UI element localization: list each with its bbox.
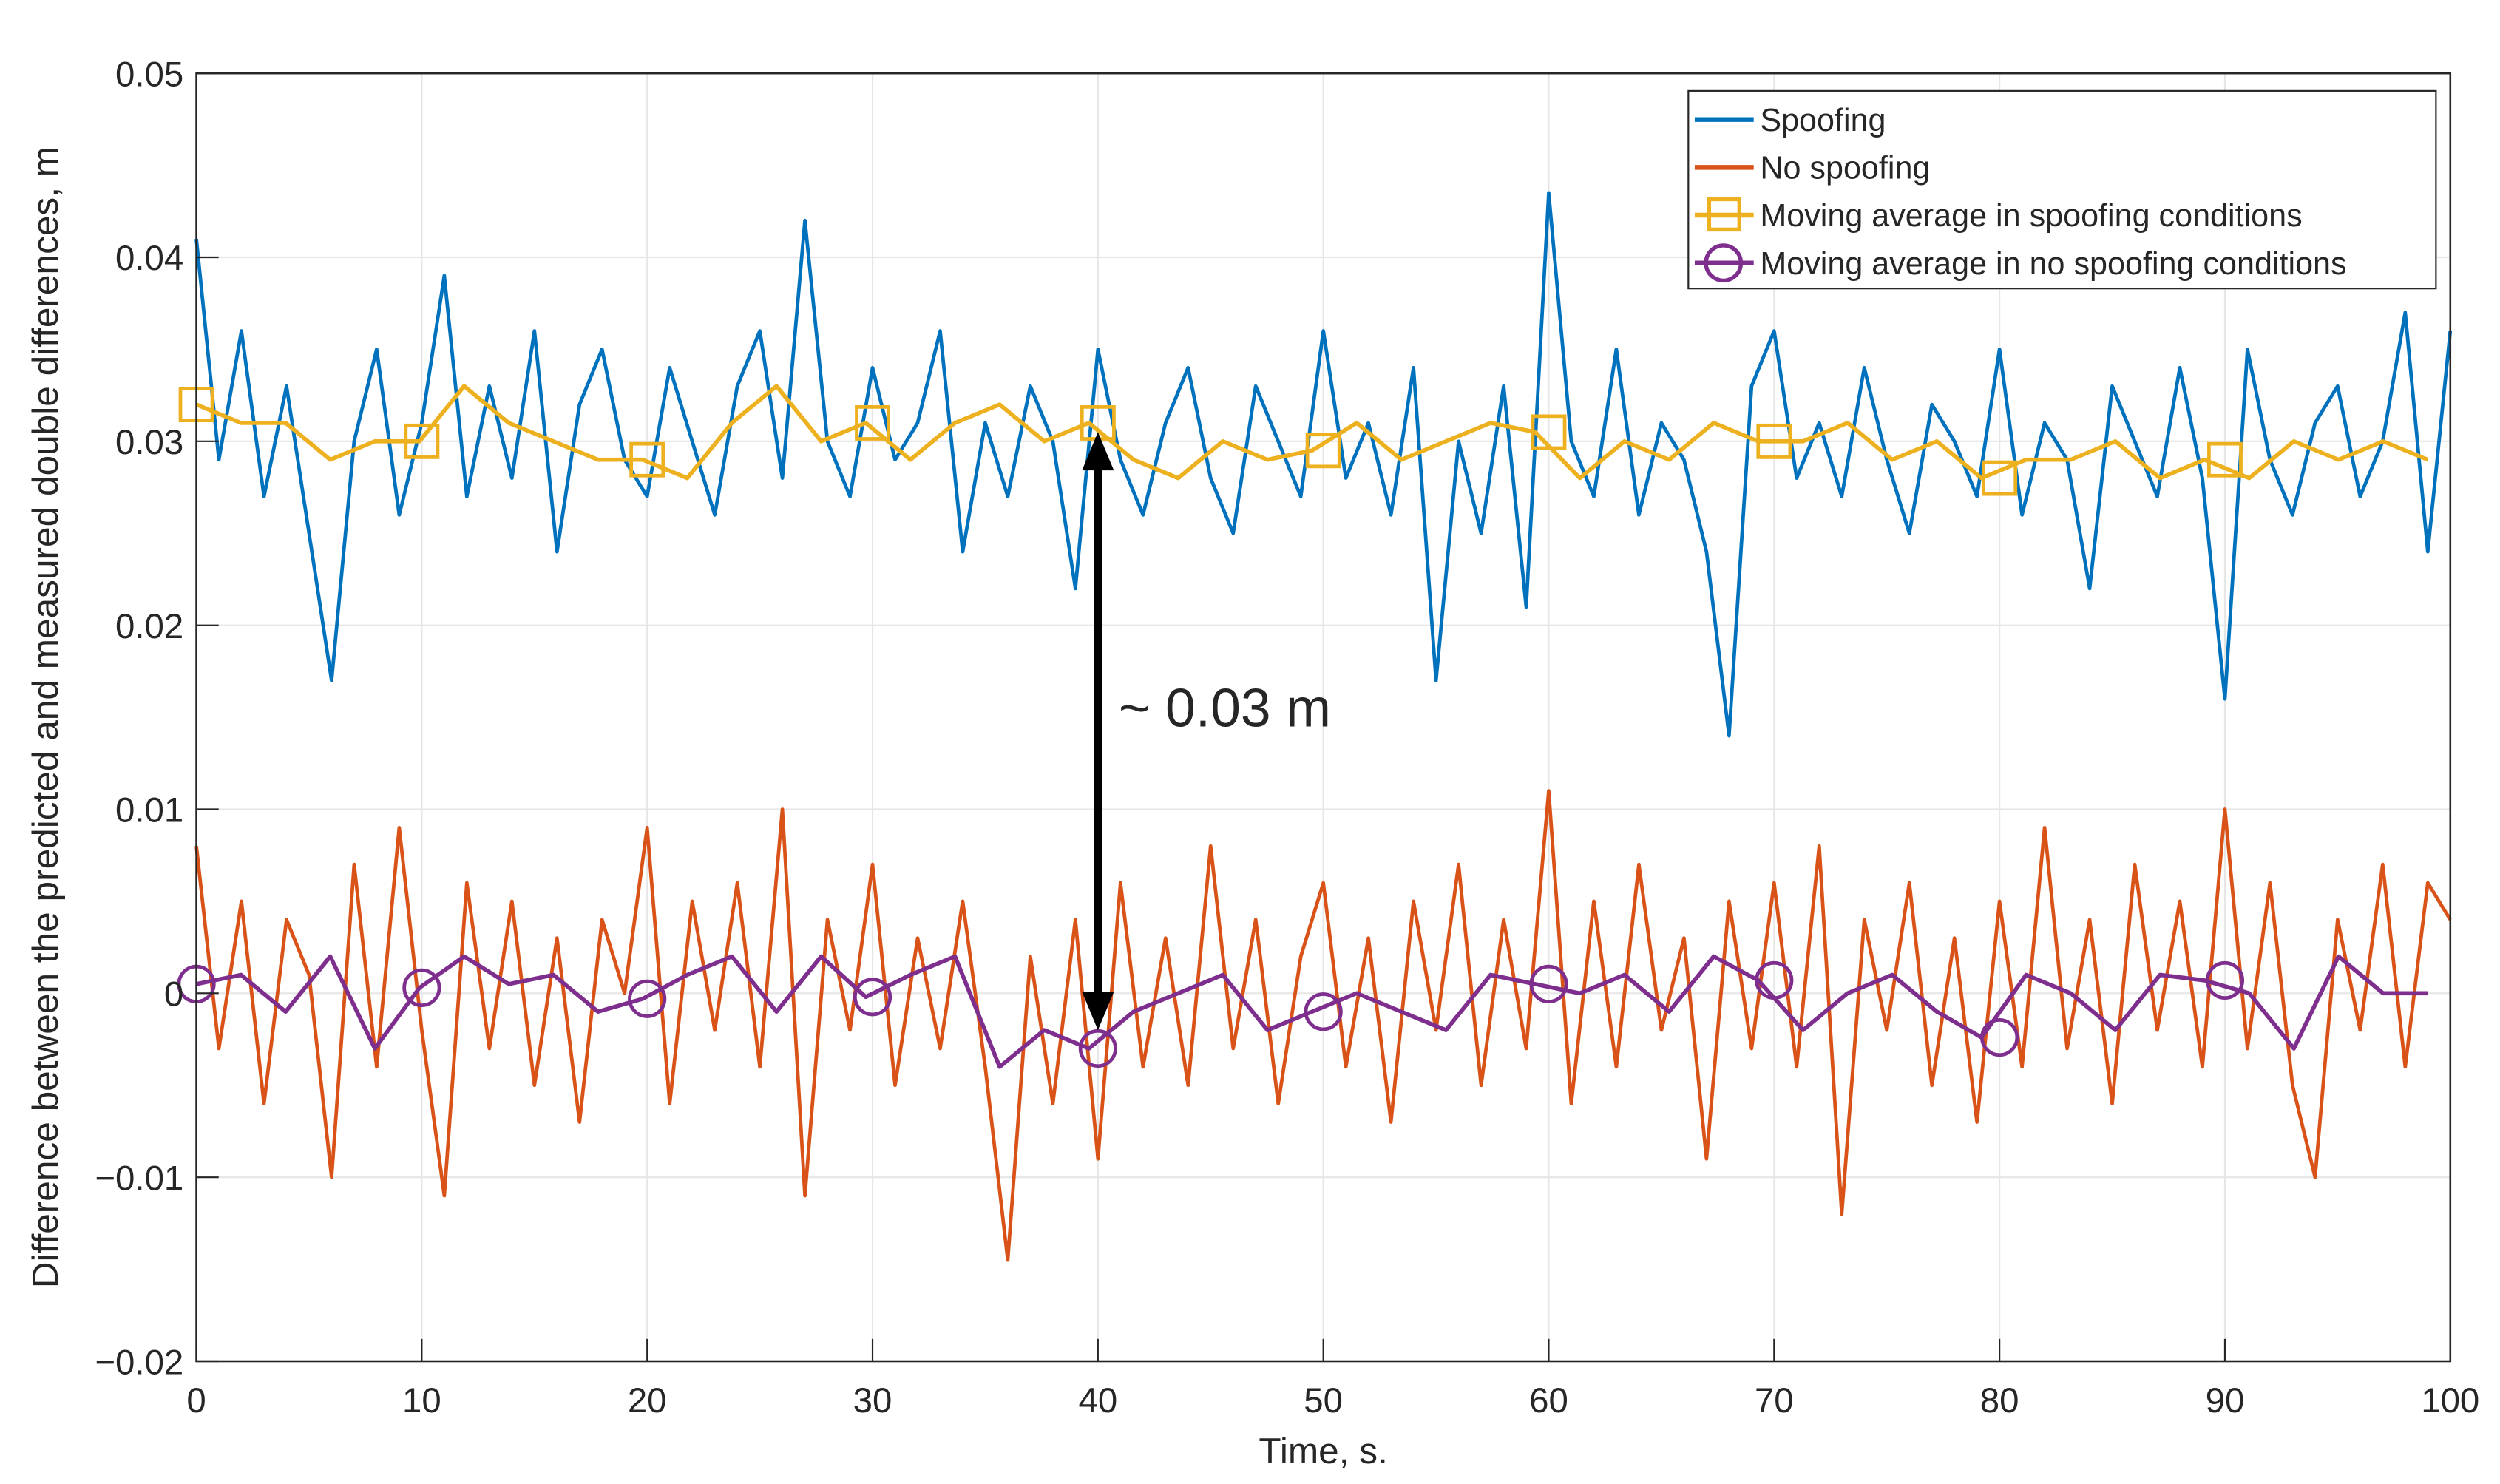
x-tick-label: 60 [1529,1381,1568,1420]
x-tick-label: 50 [1304,1381,1343,1420]
square-marker [1982,460,2018,496]
circle-marker [402,968,441,1007]
circle-marker [2205,960,2245,1000]
square-marker [629,441,665,478]
square-marker [404,423,440,459]
arrow-head-up [1082,432,1114,471]
square-marker [2207,441,2243,478]
legend-label-3: Moving average in spoofing conditions [1760,198,2302,234]
y-tick-label: 0 [164,975,183,1014]
y-tick-label: 0.05 [115,55,183,94]
x-tick-label: 30 [853,1381,892,1420]
legend-label-2: No spoofing [1760,150,1930,186]
arrow-head-down [1082,992,1114,1031]
x-tick-label: 70 [1755,1381,1794,1420]
y-tick-label: −0.02 [95,1343,183,1382]
series-line-3 [195,384,2429,481]
square-marker [1531,414,1567,450]
x-tick-label: 100 [2421,1381,2479,1420]
circle-marker [1980,1017,2019,1057]
x-tick-label: 20 [628,1381,667,1420]
square-marker [1305,433,1341,469]
legend-square-marker [1707,197,1742,232]
legend-label-4: Moving average in no spoofing conditions [1760,246,2346,282]
axes-box [195,72,2452,1363]
y-tick-label: 0.04 [115,239,183,278]
legend-box [1687,89,2437,290]
circle-marker [628,979,667,1018]
square-marker [855,405,890,441]
series-line-1 [194,191,2453,738]
x-tick-label: 10 [402,1381,441,1420]
circle-marker [1755,960,1794,1000]
y-tick-label: −0.01 [95,1159,183,1198]
series-group [177,191,2453,1262]
x-tick-label: 0 [186,1381,206,1420]
x-axis-label: Time, s. [1259,1430,1387,1471]
annotation: ~ 0.03 m [1082,432,1331,1031]
square-marker [1756,423,1792,459]
legend: Spoofing No spoofing Moving average in spo… [1687,89,2437,290]
circle-marker [853,978,892,1017]
y-axis-label: Difference between the predicted and mea… [24,146,66,1288]
series-line-2 [194,789,2452,1262]
legend-label-1: Spoofing [1760,103,1886,138]
x-tick-label: 80 [1980,1381,2019,1420]
circle-marker [1304,992,1343,1031]
series-line-4 [195,954,2428,1069]
circle-marker [1078,1029,1117,1068]
axes: 0 10 20 30 40 50 60 70 80 90 100 0.05 0.04 0.03 0.02 0.… [95,55,2479,1420]
annotation-text: ~ 0.03 m [1119,678,1331,739]
x-tick-label: 40 [1078,1381,1117,1420]
circle-marker [1529,964,1568,1003]
y-tick-label: 0.03 [115,423,183,462]
y-tick-label: 0.01 [115,791,183,830]
y-tick-label: 0.02 [115,607,183,646]
x-tick-label: 90 [2206,1381,2245,1420]
legend-circle-marker [1704,243,1744,283]
